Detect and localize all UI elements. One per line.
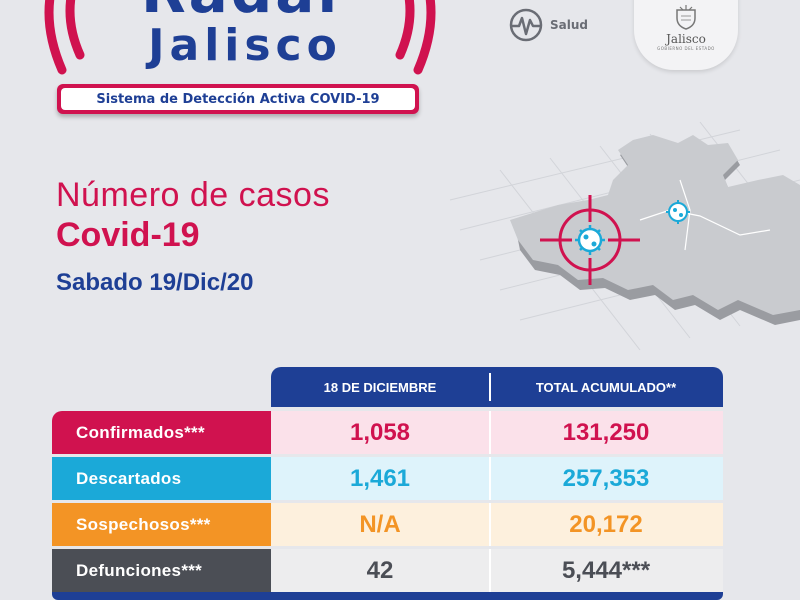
target-crosshair-icon [540,195,640,285]
tagline-banner: Sistema de Detección Activa COVID-19 [57,84,419,114]
column-header-day: 18 DE DICIEMBRE [323,379,437,395]
row-label: Sospechosos*** [52,503,271,546]
cell-total: 131,250 [562,418,650,446]
cell-total: 257,353 [562,464,650,492]
column-header-total: TOTAL ACUMULADO** [535,379,677,395]
headline-line1: Número de casos [56,176,330,214]
salud-label: Salud [550,18,588,32]
row-cells: 1,461 257,353 [271,457,723,500]
headline-line2: Covid-19 [56,216,200,254]
gov-name: Jalisco [666,32,706,46]
cell-divider [489,549,491,592]
radar-waves-icon [44,0,436,75]
cell-day: N/A [359,510,401,538]
salud-logo-icon [509,8,543,42]
cell-day: 1,058 [349,418,411,446]
tagline-text: Sistema de Detección Activa COVID-19 [61,88,415,110]
table-row-confirmados: Confirmados*** 1,058 131,250 [52,411,723,454]
cell-divider [489,411,491,454]
virus-icon [575,200,690,255]
cell-divider [489,503,491,546]
cell-divider [489,457,491,500]
jalisco-map-icon [449,121,800,351]
table-footer-bar [52,592,723,600]
table-row-descartados: Descartados 1,461 257,353 [52,457,723,500]
table-row-sospechosos: Sospechosos*** N/A 20,172 [52,503,723,546]
logo-title: Radar [105,0,385,26]
row-cells: 42 5,444*** [271,549,723,592]
salud-logo: Salud [508,8,588,42]
gov-subtitle: GOBIERNO DEL ESTADO [657,46,715,51]
row-cells: N/A 20,172 [271,503,723,546]
cell-day: 42 [366,556,394,584]
cell-total: 5,444*** [561,556,651,584]
table-header: 18 DE DICIEMBRE TOTAL ACUMULADO** [271,367,723,407]
cell-total: 20,172 [569,510,643,538]
government-badge: Jalisco GOBIERNO DEL ESTADO [634,0,738,70]
logo-subtitle: Jalisco [148,20,342,71]
row-label: Defunciones*** [52,549,271,592]
table-row-defunciones: Defunciones*** 42 5,444*** [52,549,723,592]
row-cells: 1,058 131,250 [271,411,723,454]
state-seal-icon [676,5,696,30]
report-date: Sabado 19/Dic/20 [56,269,254,296]
cell-day: 1,461 [349,464,411,492]
header-divider [489,373,491,401]
row-label: Confirmados*** [52,411,271,454]
row-label: Descartados [52,457,271,500]
